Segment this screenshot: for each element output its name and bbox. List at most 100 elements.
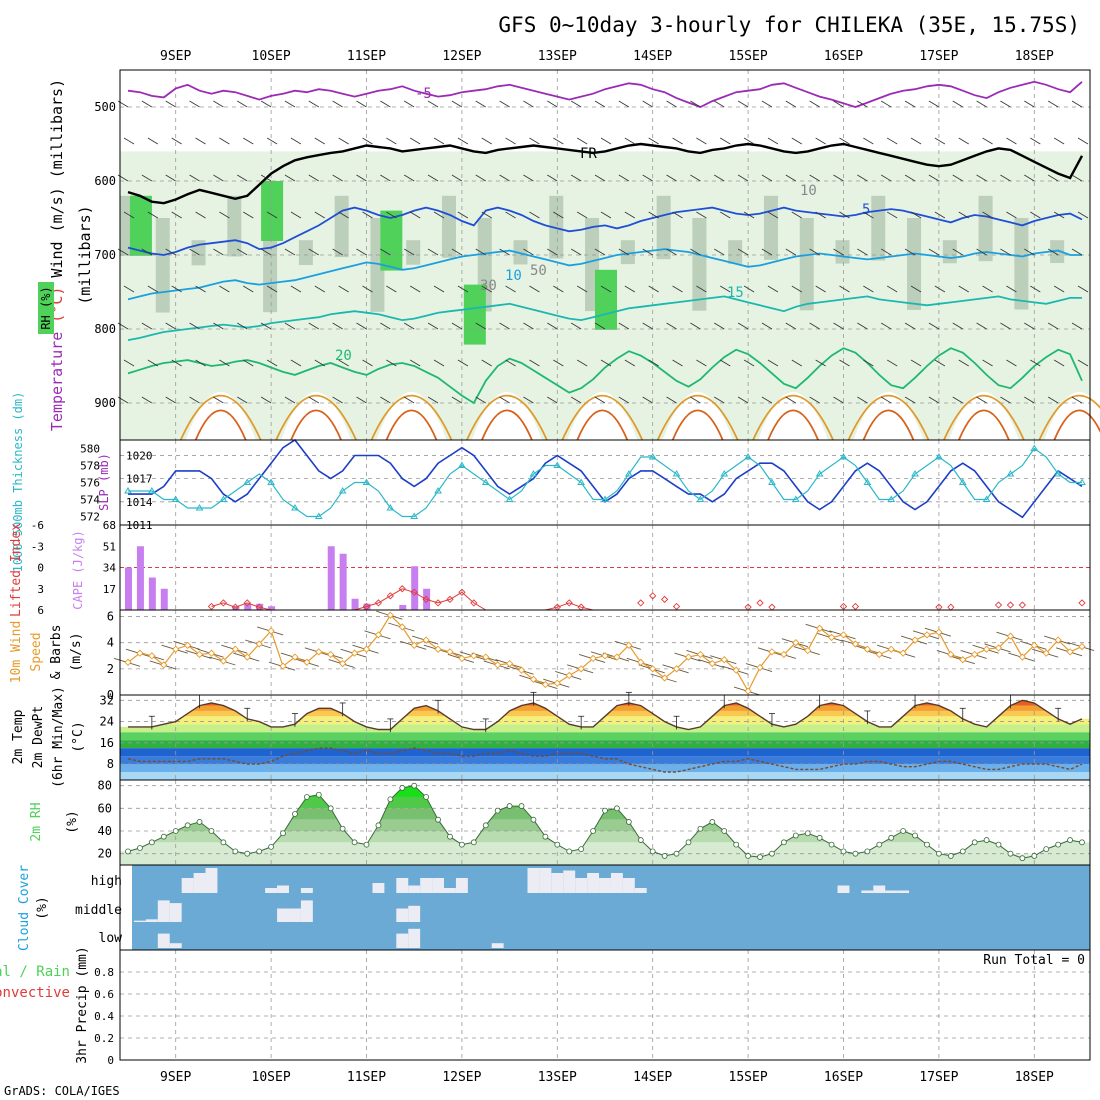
lifted-marker — [398, 585, 406, 593]
rh-marker — [554, 841, 561, 848]
cape-bar — [244, 603, 252, 610]
wind-barb — [863, 285, 874, 293]
wind-barb — [505, 359, 516, 367]
wind-barb — [284, 100, 296, 108]
wind-barb — [213, 322, 224, 330]
wind-barb — [260, 396, 272, 404]
isotherm-label: FR — [580, 146, 597, 162]
thickness-marker — [529, 470, 538, 477]
wind-speed-marker — [553, 679, 561, 687]
wind-barb — [123, 285, 135, 293]
cloud-cell-high — [599, 878, 611, 893]
wind-barb — [475, 396, 486, 404]
wind-barb — [720, 285, 731, 293]
wind-speed-marker — [207, 649, 216, 657]
cloud-cell-high — [897, 890, 910, 893]
rh-marker — [566, 848, 573, 855]
lifted-marker — [672, 602, 681, 611]
wind-barb — [1047, 248, 1059, 256]
isotherm-label: 20 — [335, 348, 352, 364]
rh-shade-mid — [942, 240, 957, 264]
wind-barb — [403, 100, 415, 108]
wind-speed-marker — [816, 624, 824, 632]
panel-ylabel: (°C) — [71, 721, 86, 752]
wind-barb — [570, 322, 582, 330]
rh-marker — [864, 848, 871, 855]
wind-barb — [648, 137, 659, 145]
wind-speed-marker — [625, 641, 633, 649]
chart-title: GFS 0~10day 3-hourly for CHILEKA (35E, 1… — [498, 13, 1080, 37]
wind-barb — [356, 396, 367, 404]
wind-barb — [690, 100, 701, 108]
wind-barb — [451, 396, 463, 404]
wind-barb — [523, 396, 534, 404]
wind-barb — [594, 396, 606, 404]
cloud-cell-middle — [408, 905, 421, 922]
wind-barb — [952, 100, 963, 108]
rh-shade-high — [380, 210, 403, 271]
panel-ylabel: (%) — [65, 810, 80, 833]
wind-barb — [594, 248, 606, 256]
pressure-tick: 800 — [94, 322, 116, 336]
wind-speed-marker — [494, 661, 502, 669]
wind-speed-marker — [649, 665, 657, 673]
wind-barb — [1071, 248, 1083, 256]
wind-barb — [857, 100, 868, 108]
wind-barb — [815, 137, 826, 145]
wind-barb — [666, 100, 677, 108]
wind-barb — [1053, 137, 1065, 145]
wind-barb — [690, 396, 701, 404]
wind-barb — [761, 322, 773, 330]
wind-barb — [928, 248, 940, 256]
rh-shade-mid — [406, 240, 421, 265]
thickness-marker — [672, 470, 681, 477]
wind-barb — [171, 137, 182, 145]
lifted-marker — [243, 599, 251, 607]
wind-barb — [666, 322, 677, 330]
wind-speed-marker — [971, 650, 979, 659]
cloud-cell-high — [372, 883, 385, 893]
isotherm-line — [127, 142, 1084, 205]
rh-shade-mid — [513, 240, 528, 265]
date-label-top: 9SEP — [160, 49, 191, 64]
wind-barb — [1047, 174, 1059, 182]
lifted-marker — [994, 601, 1003, 609]
cloud-cell-middle — [169, 903, 182, 922]
wind-speed-marker — [195, 650, 204, 659]
cloud-cell-high — [300, 888, 313, 893]
wind-barb — [332, 100, 343, 108]
rh-marker — [542, 833, 549, 840]
wind-barb — [976, 174, 987, 182]
isotherm-30 — [958, 409, 1010, 441]
rh-shade-mid — [871, 195, 886, 261]
wind-barb — [761, 396, 773, 404]
wind-barb — [1006, 137, 1017, 145]
wind-barb — [1053, 211, 1065, 219]
wind-speed-marker — [1054, 636, 1062, 644]
rh-marker — [745, 853, 751, 859]
wind-barb — [243, 359, 254, 367]
thickness-frame — [119, 439, 1091, 526]
wind-barb — [714, 100, 725, 108]
wind-barb — [863, 359, 874, 367]
wind-barb — [237, 100, 248, 108]
wind-barb — [1030, 137, 1041, 145]
isotherm-25 — [466, 394, 548, 441]
wind-barb — [409, 285, 421, 293]
wind-barb — [409, 211, 421, 219]
wind-barb — [165, 174, 176, 182]
wind-barb — [237, 396, 248, 404]
pressure-tick: 900 — [94, 396, 116, 410]
wind-barb — [958, 359, 969, 367]
wind-barb — [934, 137, 946, 145]
wind-barb — [809, 174, 820, 182]
wind-speed-marker — [315, 648, 323, 656]
panel-ylabel: 2m Temp — [11, 709, 26, 764]
wind-barb — [624, 285, 636, 293]
cloud-cell-high — [622, 878, 635, 893]
wind-barb — [195, 137, 206, 145]
wind-speed-marker — [708, 659, 716, 668]
rh-marker — [697, 825, 704, 832]
rh-tick: 60 — [98, 801, 112, 815]
wind-barb — [714, 174, 725, 182]
